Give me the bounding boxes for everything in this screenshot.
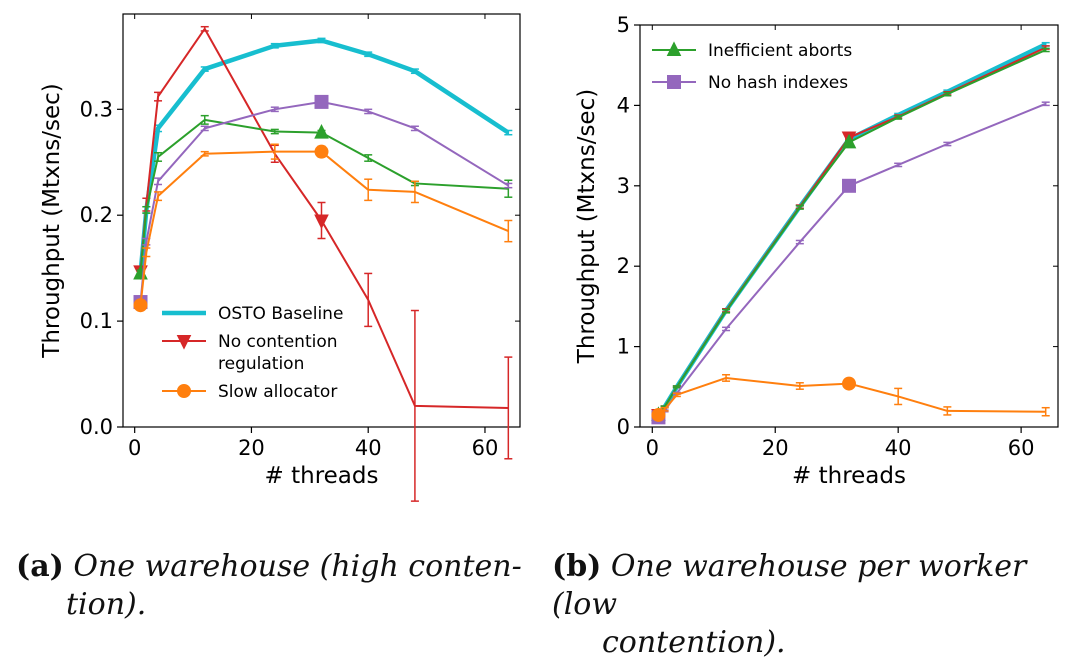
y-tick-label: 0.2 [80,203,113,227]
series-line [657,49,1047,416]
data-point [314,214,329,230]
caption-b: (b) One warehouse per worker (low conten… [552,548,1080,662]
chart-a: 0 20 40 60 0.0 0.1 0.2 0.3 # threads Throughput (… [39,13,521,502]
y-tick-label: 0.1 [80,309,113,333]
series-inefficient-aborts [133,114,513,280]
x-tick-label: 20 [238,436,265,460]
caption-b-text-line1: One warehouse per worker (low [552,549,1027,622]
chart-b: 0 20 40 60 0 1 2 3 4 5 # threads Throughput (Mtxns/… [574,13,1059,489]
caption-b-label: (b) [552,549,602,584]
series-slow-allocator [651,373,1050,422]
series-line [657,46,1047,416]
plot-frame [639,24,1059,428]
x-tick-label: 0 [128,436,141,460]
legend-marker [177,384,191,398]
series-line [139,150,509,306]
y-tick-label: 0.3 [80,97,113,121]
series-slow-allocator [133,143,513,313]
legend: Inefficient aborts No hash indexes [652,41,852,93]
legend-label: Inefficient aborts [708,41,852,61]
series-osto-baseline [654,41,1050,417]
y-tick-label: 3 [617,174,630,198]
y-tick-label: 0.0 [80,415,113,439]
y-axis-label: Throughput (Mtxns/sec) [574,89,600,364]
data-point [133,298,148,313]
series-no-contention-regulation [651,45,1050,424]
legend-label: regulation [218,354,304,374]
y-tick-label: 1 [617,335,630,359]
data-point [314,94,329,109]
x-tick-label: 60 [472,436,499,460]
x-tick-label: 40 [885,436,912,460]
plot-frame [122,13,521,428]
caption-a: (a) One warehouse (high conten- tion). [16,548,522,624]
x-tick-label: 60 [1008,436,1035,460]
series-line [656,42,1047,417]
caption-a-text-line1: One warehouse (high conten- [73,549,522,584]
data-point [314,123,329,139]
y-tick-label: 5 [617,13,630,37]
y-axis-label: Throughput (Mtxns/sec) [39,83,65,358]
series-no-hash-indexes [651,101,1050,425]
y-tick-label: 4 [617,93,630,117]
legend-marker [667,75,681,89]
data-point [651,407,666,422]
caption-a-text-line2: tion). [66,587,147,622]
legend-label: No hash indexes [708,73,848,93]
x-axis-label: # threads [265,463,379,489]
legend-marker [666,41,682,56]
data-point [841,133,857,149]
y-tick-label: 2 [617,254,630,278]
legend-label: No contention [218,332,338,352]
caption-b-text-line2: contention). [602,625,786,660]
x-tick-label: 20 [762,436,789,460]
data-point [314,144,329,159]
x-tick-label: 0 [646,436,659,460]
data-point [842,376,856,391]
legend-label: Slow allocator [218,382,337,402]
legend-marker [176,335,192,350]
data-point [842,178,856,193]
caption-a-label: (a) [16,549,64,584]
y-tick-label: 0 [617,415,630,439]
legend-label: OSTO Baseline [218,304,343,324]
series-line [657,102,1047,419]
series-inefficient-aborts [651,47,1050,421]
series-line [139,118,509,274]
x-tick-label: 40 [355,436,382,460]
x-axis-label: # threads [792,463,906,489]
